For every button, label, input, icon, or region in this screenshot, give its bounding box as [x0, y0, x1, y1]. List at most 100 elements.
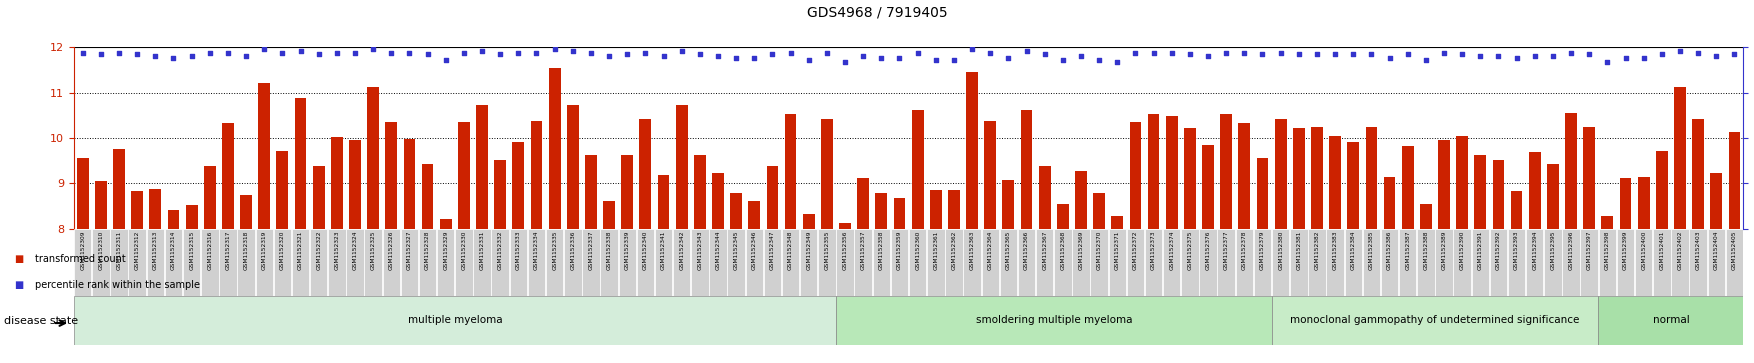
Bar	[1058, 204, 1068, 229]
Point	[1612, 55, 1640, 61]
Text: smoldering multiple myeloma: smoldering multiple myeloma	[975, 315, 1131, 325]
Point	[468, 48, 496, 54]
Bar	[565, 229, 582, 296]
Bar	[1091, 229, 1109, 296]
Bar	[237, 229, 254, 296]
Bar	[365, 229, 382, 296]
Text: GSM1152316: GSM1152316	[207, 231, 212, 270]
Text: GSM1152390: GSM1152390	[1459, 231, 1465, 270]
Text: GSM1152319: GSM1152319	[261, 231, 267, 270]
Text: GSM1152400: GSM1152400	[1642, 231, 1647, 270]
Text: GSM1152382: GSM1152382	[1314, 231, 1319, 270]
Bar	[258, 82, 270, 229]
Text: GSM1152329: GSM1152329	[444, 231, 449, 270]
Bar	[1217, 229, 1235, 296]
Bar	[1021, 110, 1033, 229]
Text: GSM1152331: GSM1152331	[479, 231, 484, 270]
Point	[577, 50, 605, 56]
Text: GSM1152323: GSM1152323	[335, 231, 339, 270]
Bar	[675, 105, 688, 229]
Bar	[1166, 116, 1177, 229]
Point	[631, 50, 660, 56]
Bar	[168, 209, 179, 229]
Point	[540, 46, 568, 52]
Text: GSM1152365: GSM1152365	[1005, 231, 1010, 270]
Text: percentile rank within the sample: percentile rank within the sample	[35, 280, 200, 290]
Point	[595, 53, 623, 59]
Text: GSM1152335: GSM1152335	[553, 231, 558, 270]
Bar	[1075, 171, 1087, 229]
Bar	[928, 229, 944, 296]
Text: GSM1152362: GSM1152362	[951, 231, 956, 270]
Point	[1266, 50, 1294, 56]
Bar	[1438, 140, 1451, 229]
Bar	[858, 178, 868, 229]
Text: GSM1152381: GSM1152381	[1296, 231, 1301, 270]
Bar	[1638, 176, 1649, 229]
Bar	[1126, 229, 1144, 296]
Bar	[1601, 216, 1614, 229]
Text: GSM1152394: GSM1152394	[1533, 231, 1537, 270]
Bar	[1221, 114, 1231, 229]
Bar	[256, 229, 274, 296]
Bar	[332, 137, 342, 229]
Text: GSM1152372: GSM1152372	[1133, 231, 1138, 270]
Bar	[1000, 229, 1017, 296]
Text: multiple myeloma: multiple myeloma	[407, 315, 502, 325]
Text: GSM1152361: GSM1152361	[933, 231, 938, 270]
Bar	[1054, 229, 1072, 296]
Bar	[1308, 229, 1326, 296]
Bar	[474, 229, 491, 296]
Bar	[419, 229, 437, 296]
Point	[505, 50, 533, 56]
Bar	[1184, 128, 1196, 229]
Point	[305, 52, 333, 57]
Point	[1086, 57, 1114, 63]
Bar	[949, 190, 959, 229]
Bar	[1145, 229, 1163, 296]
Bar	[295, 98, 307, 229]
Bar	[1093, 193, 1105, 229]
Bar	[821, 119, 833, 229]
Bar	[1235, 229, 1252, 296]
Bar	[1726, 229, 1743, 296]
Point	[123, 52, 151, 57]
Bar	[654, 229, 672, 296]
Point	[723, 55, 751, 61]
Text: GSM1152347: GSM1152347	[770, 231, 775, 270]
Bar	[128, 229, 146, 296]
Bar	[328, 229, 346, 296]
Text: GSM1152367: GSM1152367	[1042, 231, 1047, 270]
Bar	[312, 166, 324, 229]
Bar	[1710, 173, 1722, 229]
Point	[649, 53, 677, 59]
Bar	[1635, 229, 1652, 296]
Bar	[637, 229, 654, 296]
Bar	[1272, 296, 1598, 345]
Bar	[456, 229, 472, 296]
Bar	[1238, 123, 1251, 229]
Point	[1684, 50, 1712, 56]
Point	[1721, 52, 1749, 57]
Bar	[111, 229, 128, 296]
Bar	[745, 229, 763, 296]
Bar	[1598, 296, 1743, 345]
Text: GSM1152389: GSM1152389	[1442, 231, 1447, 270]
Text: GSM1152343: GSM1152343	[698, 231, 702, 270]
Point	[1375, 55, 1403, 61]
Point	[1575, 52, 1603, 57]
Bar	[763, 229, 781, 296]
Bar	[1017, 229, 1035, 296]
Bar	[1347, 142, 1359, 229]
Bar	[766, 166, 779, 229]
Bar	[1489, 229, 1507, 296]
Bar	[74, 296, 837, 345]
Text: GSM1152311: GSM1152311	[116, 231, 121, 270]
Point	[777, 50, 805, 56]
Bar	[186, 205, 198, 229]
Bar	[1580, 229, 1598, 296]
Bar	[1728, 132, 1740, 229]
Point	[160, 55, 188, 61]
Point	[668, 48, 696, 54]
Bar	[800, 229, 817, 296]
